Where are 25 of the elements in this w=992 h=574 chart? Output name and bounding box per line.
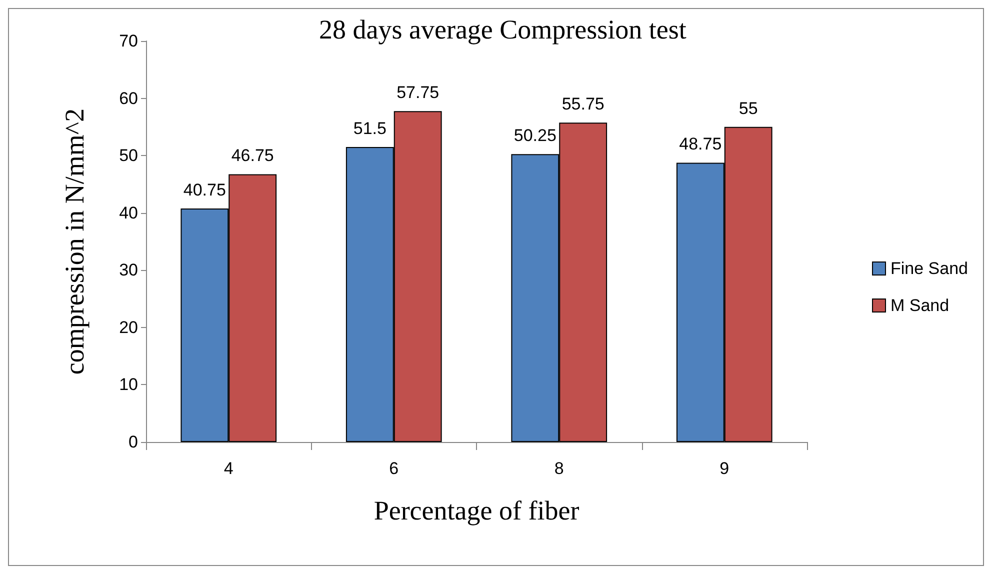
data-label: 57.75 — [396, 83, 440, 102]
x-tick-label: 8 — [554, 459, 564, 478]
data-label: 55.75 — [562, 94, 604, 114]
data-label: 46.75 — [231, 146, 274, 166]
x-tick-label: 9 — [720, 459, 730, 478]
chart-title: 28 days average Compression test — [319, 14, 687, 44]
y-axis-title: compression in N/mm^2 — [60, 108, 90, 375]
y-tick-label: 70 — [119, 32, 138, 50]
data-label: 50.25 — [514, 126, 556, 146]
x-axis-title: Percentage of fiber — [374, 496, 580, 526]
y-tick-label: 20 — [119, 318, 138, 337]
y-tick-label: 30 — [119, 260, 138, 280]
legend-label: M Sand — [890, 296, 950, 315]
y-tick-label: 0 — [128, 432, 138, 452]
y-tick-label: 60 — [119, 88, 138, 108]
data-label: 51.5 — [353, 118, 386, 138]
data-label: 40.75 — [183, 180, 226, 200]
data-label: 55 — [738, 98, 758, 118]
data-label: 48.75 — [679, 134, 722, 154]
legend-label: Fine Sand — [890, 259, 968, 278]
y-tick-label: 40 — [119, 203, 138, 222]
y-tick-label: 50 — [119, 146, 138, 166]
x-tick-label: 4 — [224, 459, 234, 478]
x-tick-label: 6 — [389, 459, 399, 478]
y-tick-label: 10 — [119, 375, 138, 394]
